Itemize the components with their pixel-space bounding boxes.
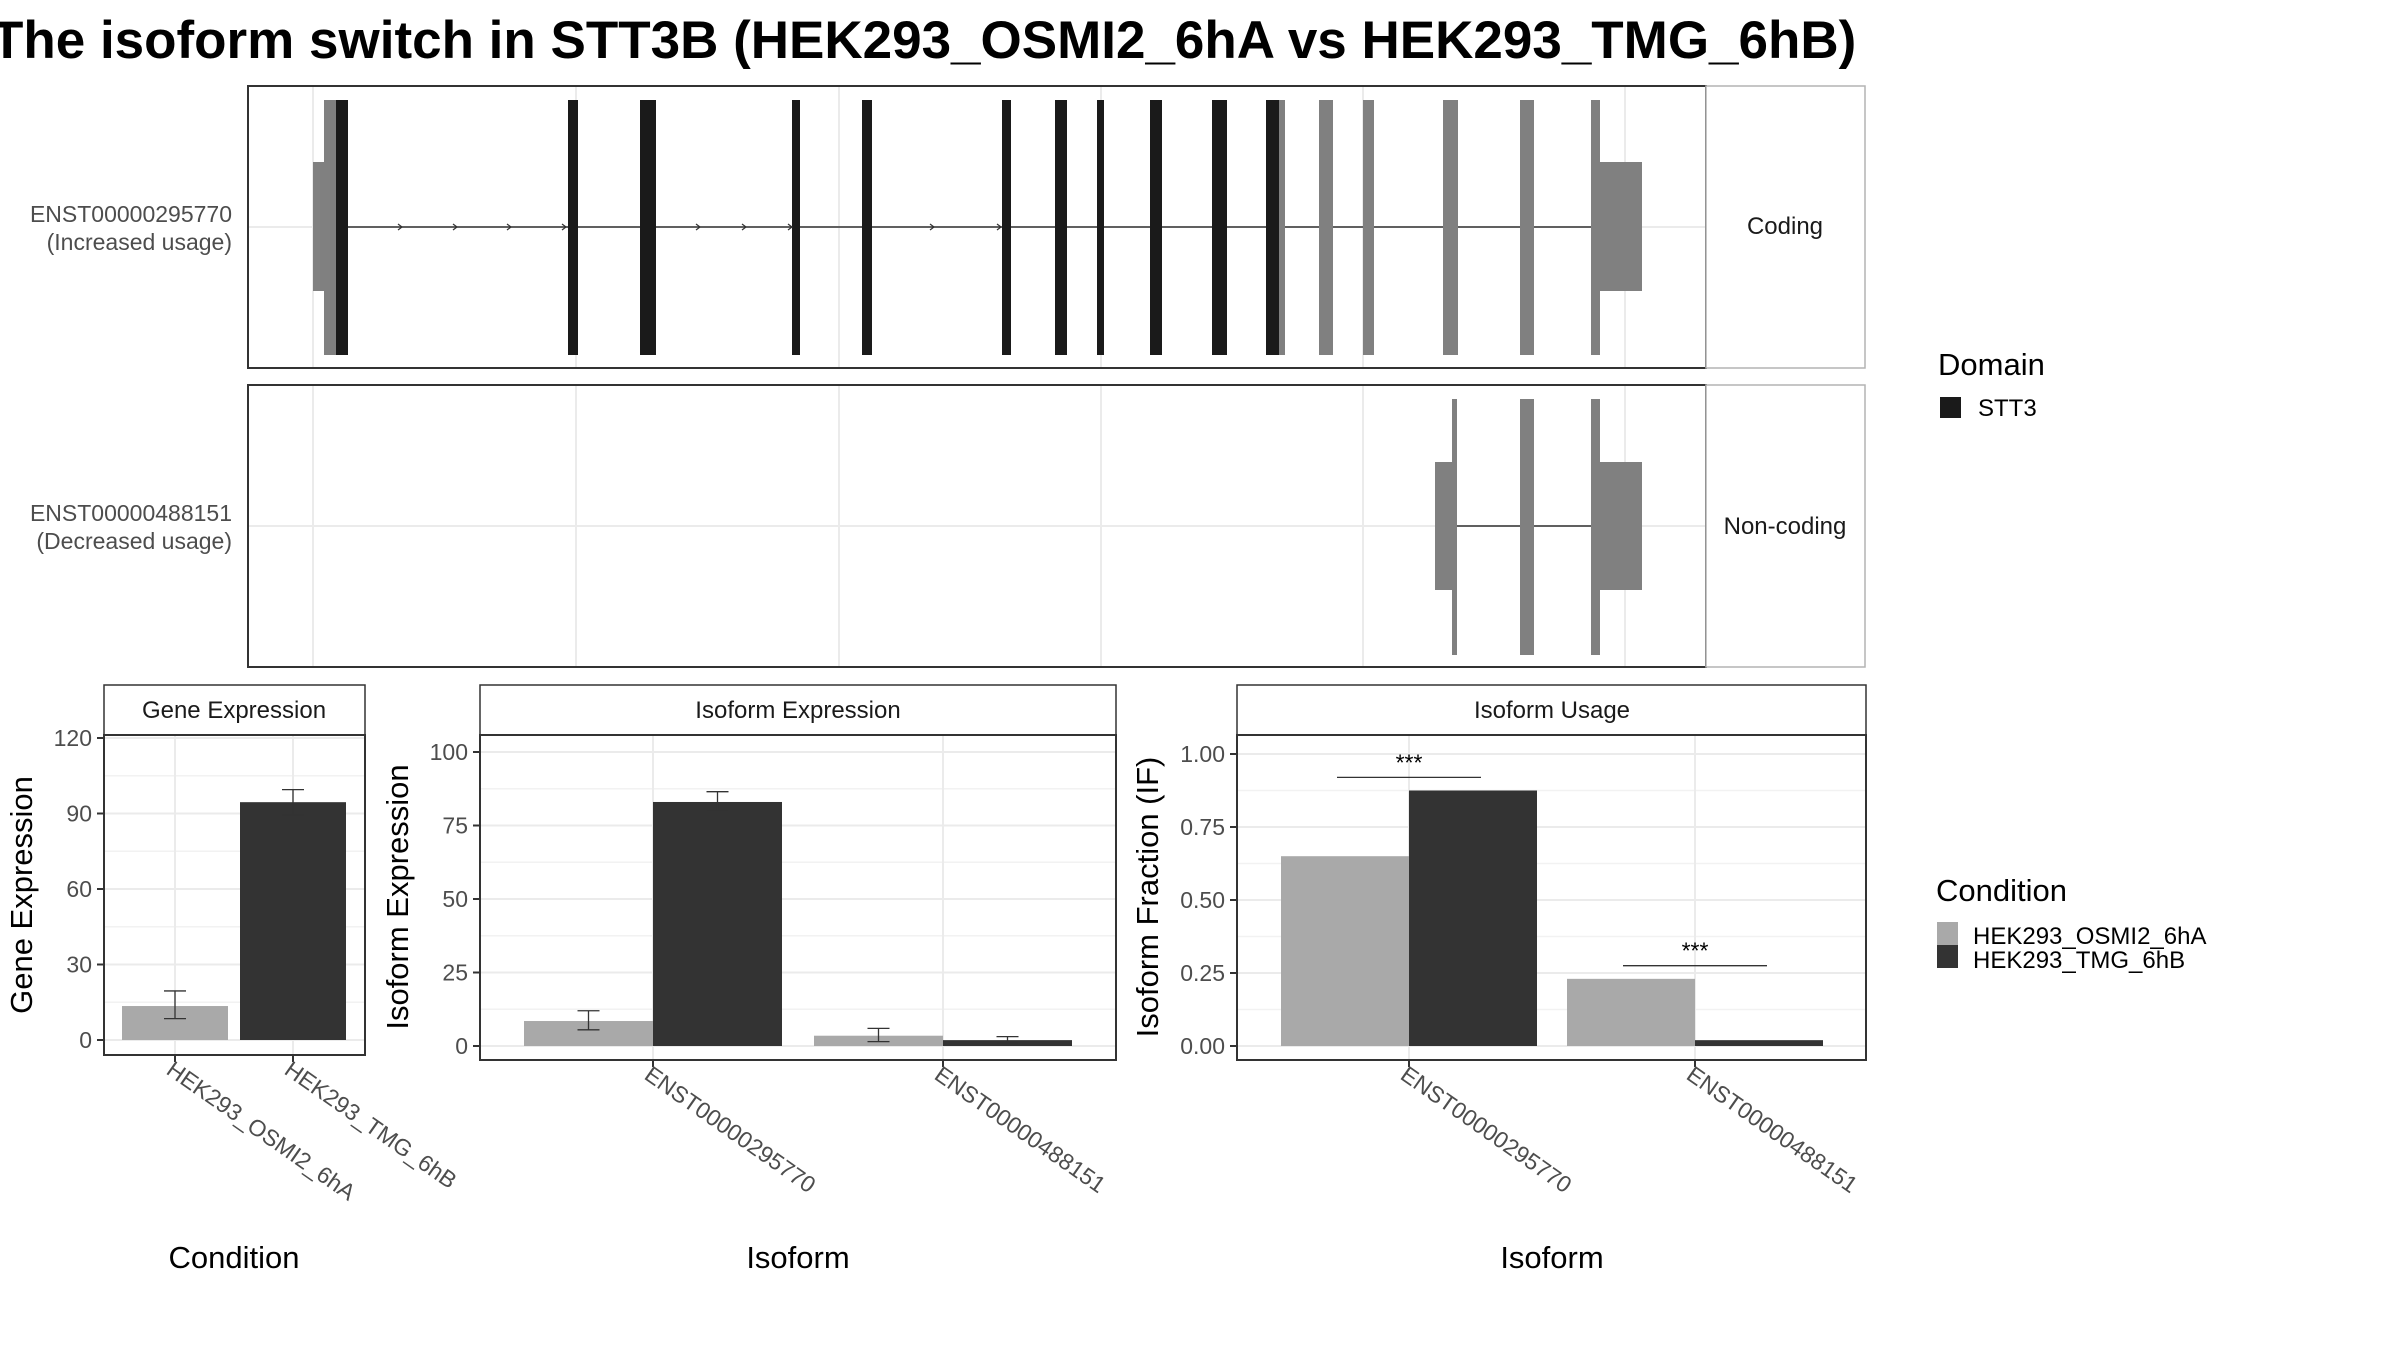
exon-block	[1520, 399, 1534, 655]
isoform-usage-bar	[1409, 790, 1537, 1046]
gene-expression-bar	[240, 802, 346, 1040]
isoform-usage-x-title: Isoform	[1500, 1240, 1603, 1275]
exon-block	[1443, 100, 1458, 355]
exon-block	[1591, 100, 1600, 355]
figure-title: The isoform switch in STT3B (HEK293_OSMI…	[0, 11, 1856, 70]
gene-expression-y-tick-label: 30	[66, 952, 92, 978]
isoform-usage-x-tick-label: ENST00000488151	[1682, 1061, 1862, 1198]
isoform-id-2: ENST00000488151	[30, 500, 232, 526]
strip-coding: Coding	[1705, 85, 1866, 369]
domain-legend-label-stt3: STT3	[1978, 395, 2037, 422]
structure-panel-1	[247, 85, 1707, 369]
isoform-id-1: ENST00000295770	[30, 201, 232, 227]
intron-arrow	[787, 223, 793, 231]
utr-block-3prime	[1600, 462, 1642, 590]
domain-exon-block	[1150, 100, 1162, 355]
isoform-usage-y-title: Isoform Fraction (IF)	[1130, 757, 1165, 1038]
condition-legend-title: Condition	[1936, 873, 2067, 908]
domain-exon-block	[1002, 100, 1011, 355]
strip-label-noncoding: Non-coding	[1724, 513, 1847, 540]
utr-block-5prime	[1435, 462, 1453, 590]
isoform-expression-x-tick-label: ENST00000488151	[930, 1061, 1110, 1198]
exon-block	[1520, 100, 1534, 355]
intron-arrow	[561, 223, 567, 231]
strip-label-coding: Coding	[1747, 213, 1823, 240]
isoform-usage-significance-label: ***	[1682, 938, 1709, 964]
domain-legend-title: Domain	[1938, 347, 2045, 382]
strip-noncoding: Non-coding	[1705, 384, 1866, 668]
exon-block	[1591, 399, 1600, 655]
exon-block	[324, 100, 336, 355]
exon-block	[1279, 100, 1285, 355]
isoform-usage-y-tick-label: 0.75	[1180, 814, 1225, 840]
isoform-usage-y-tick-label: 1.00	[1180, 741, 1225, 767]
gene-expression-strip-title: Gene Expression	[142, 697, 326, 724]
isoform-usage-bar	[1281, 856, 1409, 1046]
isoform-expression-y-title: Isoform Expression	[380, 764, 415, 1029]
domain-exon-block	[1097, 100, 1104, 355]
utr-block-5prime	[313, 162, 324, 291]
exon-block	[1363, 100, 1374, 355]
structure-panel-2	[247, 384, 1707, 668]
domain-legend-key-stt3	[1940, 397, 1961, 418]
isoform-usage-2: (Decreased usage)	[36, 528, 232, 554]
intron-arrow	[695, 223, 701, 231]
exon-block	[1319, 100, 1333, 355]
isoform-label-2: ENST00000488151 (Decreased usage)	[30, 500, 232, 554]
isoform-label-1: ENST00000295770 (Increased usage)	[30, 201, 232, 255]
intron-arrow	[452, 223, 458, 231]
domain-legend: Domain STT3	[1938, 347, 2045, 422]
isoform-usage-y-tick-label: 0.00	[1180, 1033, 1225, 1059]
intron-arrow	[741, 223, 747, 231]
isoform-usage-y-tick-label: 0.50	[1180, 887, 1225, 913]
condition-legend-key-a	[1937, 922, 1958, 945]
domain-exon-block	[792, 100, 800, 355]
isoform-expression-y-tick-label: 75	[442, 813, 468, 839]
isoform-expression-y-tick-label: 50	[442, 886, 468, 912]
isoform-usage-x-tick-label: ENST00000295770	[1396, 1061, 1576, 1198]
isoform-expression-bar	[653, 801, 782, 1046]
isoform-expression-y-tick-label: 0	[455, 1033, 468, 1059]
isoform-usage-y-tick-label: 0.25	[1180, 960, 1225, 986]
condition-legend-label-b: HEK293_TMG_6hB	[1973, 947, 2185, 974]
domain-exon-block	[640, 100, 656, 355]
utr-block-3prime	[1600, 162, 1642, 291]
intron-arrow	[506, 223, 512, 231]
intron-arrow	[929, 223, 935, 231]
isoform-usage-strip-title: Isoform Usage	[1474, 697, 1630, 724]
intron-arrow	[397, 223, 403, 231]
isoform-expression-x-title: Isoform	[746, 1240, 849, 1275]
gene-expression-x-tick-label: HEK293_OSMI2_6hA	[162, 1056, 361, 1206]
intron-arrow	[996, 223, 1002, 231]
gene-expression-y-tick-label: 90	[66, 801, 92, 827]
isoform-expression-y-tick-label: 100	[430, 739, 468, 765]
isoform-usage-significance-label: ***	[1396, 749, 1423, 775]
domain-exon-block	[568, 100, 578, 355]
isoform-usage-chart: Isoform Usage 0.00 0.25 0.50 0.75 1.00 ENST00…	[1130, 684, 1867, 1275]
domain-exon-block	[1266, 100, 1279, 355]
isoform-expression-x-tick-label: ENST00000295770	[640, 1061, 820, 1198]
domain-exon-block	[862, 100, 872, 355]
isoform-usage-bar	[1567, 978, 1695, 1046]
isoform-usage-bar	[1695, 1040, 1823, 1046]
gene-expression-y-title: Gene Expression	[4, 776, 39, 1014]
domain-exon-block	[336, 100, 348, 355]
isoform-expression-strip-title: Isoform Expression	[695, 697, 900, 724]
domain-exon-block	[1055, 100, 1067, 355]
isoform-usage-1: (Increased usage)	[47, 229, 232, 255]
condition-legend-key-b	[1937, 945, 1958, 968]
isoform-expression-y-tick-label: 25	[442, 960, 468, 986]
gene-expression-y-tick-label: 60	[66, 876, 92, 902]
exon-block	[1452, 399, 1457, 655]
isoform-expression-chart: Isoform Expression 0 25 50 75 100 ENST0000029…	[380, 684, 1117, 1275]
gene-expression-x-title: Condition	[169, 1240, 300, 1275]
gene-expression-y-tick-label: 120	[54, 725, 92, 751]
condition-legend: Condition HEK293_OSMI2_6hA HEK293_TMG_6h…	[1936, 873, 2206, 974]
gene-expression-y-tick-label: 0	[79, 1027, 92, 1053]
domain-exon-block	[1212, 100, 1227, 355]
condition-legend-label-a: HEK293_OSMI2_6hA	[1973, 923, 2206, 950]
